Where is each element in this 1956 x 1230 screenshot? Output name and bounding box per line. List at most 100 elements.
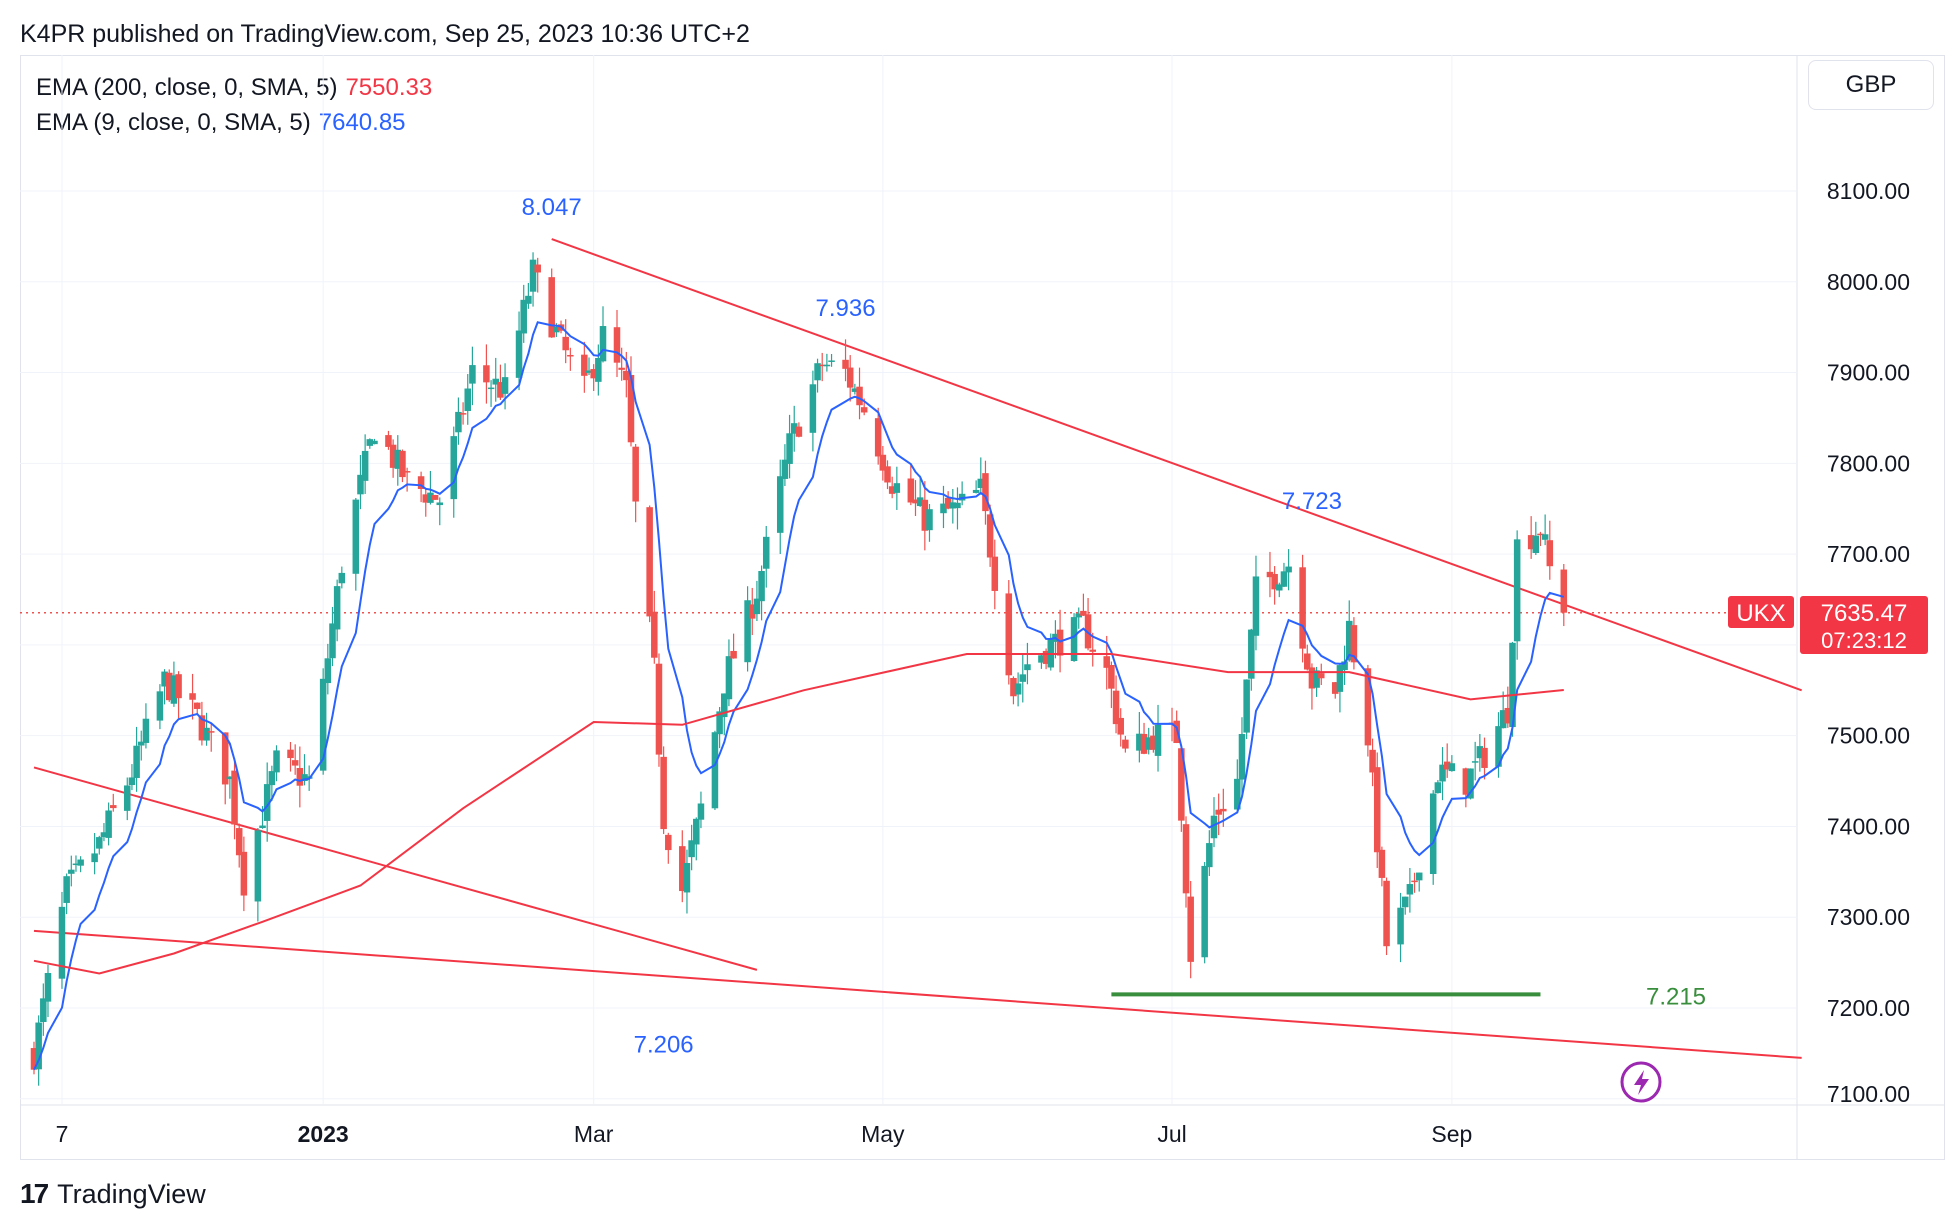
ema200-legend-label: EMA (200, close, 0, SMA, 5)	[36, 74, 338, 101]
candle-body	[1513, 539, 1521, 642]
candle-body	[1103, 656, 1110, 668]
candle-body	[1243, 679, 1250, 733]
candle	[268, 765, 276, 801]
candle	[1276, 582, 1283, 598]
candle	[417, 471, 425, 503]
candle-body	[1406, 884, 1414, 895]
tradingview-footer[interactable]: 17 TradingView	[20, 1178, 206, 1210]
time-axis[interactable]: 7 2023 Mar May Jul Sep	[56, 1121, 1473, 1147]
candle	[431, 494, 439, 501]
candle	[515, 311, 523, 391]
candle	[77, 856, 84, 873]
symbol-tag-text: UKX	[1736, 600, 1785, 627]
candle-body	[1117, 717, 1124, 735]
candle-body	[916, 497, 924, 507]
candle	[1439, 747, 1446, 801]
candle-body	[110, 805, 117, 809]
candlesticks	[30, 252, 1568, 1086]
candle	[1122, 735, 1129, 753]
ema-lines	[33, 321, 1565, 1071]
candle-body	[1005, 593, 1013, 676]
candle	[240, 836, 248, 912]
candle	[497, 364, 504, 400]
candle	[954, 487, 961, 530]
price-tick-label: 8100.00	[1827, 178, 1910, 204]
candle	[1378, 846, 1386, 887]
currency-button[interactable]: GBP	[1808, 60, 1934, 110]
candle-body	[814, 363, 821, 381]
candle	[814, 358, 821, 393]
candle	[912, 480, 919, 517]
candle	[1527, 516, 1535, 559]
candle-body	[352, 499, 360, 574]
candle	[916, 475, 924, 507]
candle	[1140, 722, 1148, 755]
candle-body	[72, 863, 80, 866]
ema9-legend[interactable]: EMA (9, close, 0, SMA, 5) 7640.85	[36, 109, 406, 137]
candle	[394, 435, 402, 486]
alert-icon[interactable]	[1620, 1061, 1662, 1103]
candle	[96, 835, 103, 855]
candle	[324, 643, 332, 695]
candle-body	[1439, 764, 1446, 782]
candle-body	[1108, 665, 1115, 689]
candle	[1280, 562, 1288, 588]
candle-body	[1299, 567, 1306, 649]
candle-body	[1075, 613, 1083, 618]
trendline	[33, 929, 1802, 1059]
candle	[203, 712, 210, 746]
candle-body	[632, 446, 639, 502]
candle	[1541, 514, 1549, 546]
candle	[422, 488, 430, 517]
candle	[646, 505, 653, 623]
candle-body	[30, 1048, 38, 1070]
candle-body	[366, 439, 374, 446]
candle-body	[422, 494, 430, 503]
candle-body	[1080, 610, 1087, 616]
candle	[189, 673, 196, 720]
candle-body	[590, 369, 597, 379]
candle-body	[940, 503, 947, 514]
trendline	[33, 766, 758, 971]
candle-body	[1182, 824, 1190, 894]
candle	[1415, 872, 1423, 892]
candle-body	[1415, 872, 1423, 881]
candle	[1513, 530, 1521, 660]
candle-body	[273, 750, 280, 773]
candle-body	[1336, 665, 1344, 692]
candle	[660, 746, 667, 835]
candle-body	[618, 367, 625, 370]
candle-body	[860, 407, 868, 413]
candle	[790, 405, 798, 452]
candle	[1215, 793, 1222, 836]
candle-body	[389, 444, 397, 468]
candle	[133, 726, 140, 792]
candle	[949, 488, 957, 524]
candle	[333, 579, 341, 642]
candle	[809, 370, 817, 452]
candle-body	[1313, 670, 1320, 688]
candle-body	[991, 556, 999, 591]
candle	[1341, 645, 1348, 685]
ema200-legend[interactable]: EMA (200, close, 0, SMA, 5) 7550.33	[36, 74, 432, 102]
candle-body	[44, 973, 52, 1002]
candle-body	[487, 387, 495, 390]
candle-body	[623, 370, 630, 381]
candle	[1075, 607, 1083, 629]
chart-frame	[20, 55, 1945, 1160]
candle	[385, 430, 392, 450]
candle-body	[1471, 761, 1479, 763]
candle-body	[786, 433, 793, 464]
candle-body	[613, 327, 621, 363]
candle-body	[744, 600, 751, 663]
candle-body	[884, 466, 891, 483]
candle	[487, 380, 495, 407]
candle	[72, 855, 80, 872]
candle-body	[1122, 739, 1129, 749]
candle-body	[879, 454, 887, 471]
candle-body	[96, 837, 103, 849]
candle	[1448, 755, 1456, 772]
candle-body	[165, 672, 173, 701]
trendline	[551, 238, 1803, 692]
